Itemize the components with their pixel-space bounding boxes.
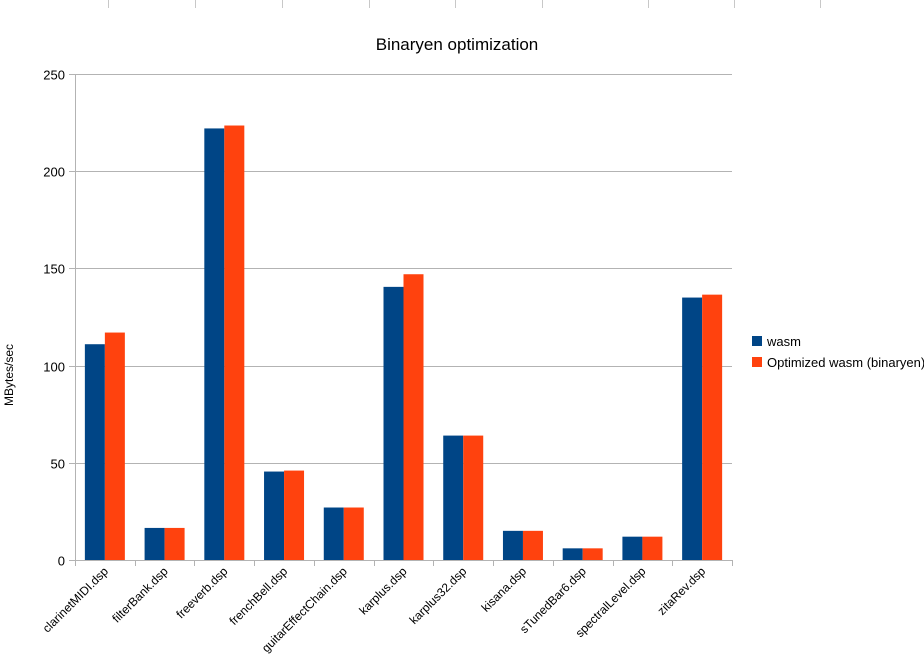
y-tick-label: 0 bbox=[58, 554, 65, 569]
bar-wasm-clarinetmidi-dsp bbox=[84, 344, 105, 560]
chart-title: Binaryen optimization bbox=[376, 35, 539, 54]
x-category-label: karplus.dsp bbox=[356, 564, 410, 618]
bar-optimized-clarinetmidi-dsp bbox=[104, 332, 125, 560]
bar-optimized-guitareffectchain-dsp bbox=[343, 507, 364, 560]
bar-wasm-frenchbell-dsp bbox=[264, 471, 285, 560]
bar-wasm-freeverb-dsp bbox=[204, 128, 225, 560]
bar-wasm-filterbank-dsp bbox=[144, 527, 165, 560]
bar-wasm-kisana-dsp bbox=[502, 530, 523, 560]
gridlines bbox=[75, 74, 732, 464]
bars bbox=[84, 125, 723, 561]
bar-wasm-karplus-dsp bbox=[383, 286, 404, 560]
y-tick-label: 250 bbox=[43, 68, 65, 83]
y-tick-label: 50 bbox=[51, 457, 65, 472]
bar-optimized-kisana-dsp bbox=[522, 530, 543, 560]
x-category-label: karplus32.dsp bbox=[407, 564, 470, 627]
bar-optimized-freeverb-dsp bbox=[224, 125, 245, 561]
legend-swatch bbox=[752, 357, 762, 367]
bar-wasm-zitarev-dsp bbox=[682, 297, 703, 560]
bar-optimized-karplus-dsp bbox=[403, 274, 424, 560]
bar-optimized-karplus32-dsp bbox=[463, 435, 484, 560]
x-category-label: zitaRev.dsp bbox=[655, 564, 709, 618]
bar-wasm-spectrallevel-dsp bbox=[622, 536, 643, 560]
x-category-label: clarinetMIDI.dsp bbox=[40, 564, 111, 635]
bar-optimized-stunedbar6-dsp bbox=[582, 548, 603, 560]
bar-wasm-stunedbar6-dsp bbox=[562, 548, 583, 560]
y-tick-label: 150 bbox=[43, 262, 65, 277]
x-category-label: freeverb.dsp bbox=[173, 564, 230, 621]
legend-swatch bbox=[752, 336, 762, 346]
x-category-label: kisana.dsp bbox=[479, 564, 530, 615]
bar-optimized-filterbank-dsp bbox=[164, 527, 185, 560]
x-category-label: frenchBell.dsp bbox=[226, 564, 290, 628]
bar-optimized-zitarev-dsp bbox=[702, 294, 723, 560]
y-tick-label: 200 bbox=[43, 165, 65, 180]
legend: wasm Optimized wasm (binaryen) bbox=[752, 334, 924, 370]
bar-wasm-guitareffectchain-dsp bbox=[323, 507, 344, 560]
bar-optimized-frenchbell-dsp bbox=[284, 470, 305, 560]
bar-optimized-spectrallevel-dsp bbox=[642, 536, 663, 560]
y-tick-label: 100 bbox=[43, 360, 65, 375]
x-category-label: filterBank.dsp bbox=[109, 564, 171, 626]
legend-label: Optimized wasm (binaryen) bbox=[767, 355, 924, 370]
bar-wasm-karplus32-dsp bbox=[443, 435, 464, 560]
y-axis-title: MBytes/sec bbox=[2, 344, 16, 406]
y-axis-ticks: 0 50 100 150 200 250 bbox=[43, 68, 75, 569]
top-tick-marks bbox=[108, 0, 821, 8]
legend-label: wasm bbox=[766, 334, 801, 349]
